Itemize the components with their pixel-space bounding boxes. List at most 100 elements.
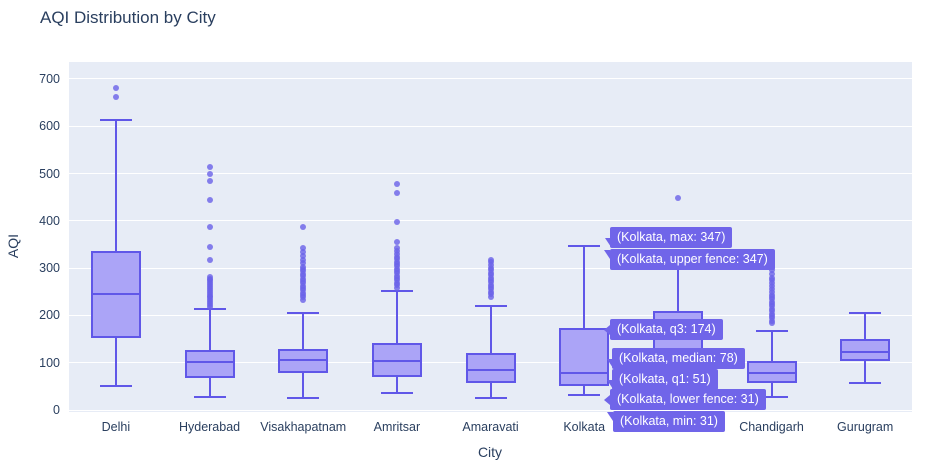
outlier-point[interactable]	[768, 285, 775, 292]
outlier-point[interactable]	[206, 178, 213, 185]
outlier-point[interactable]	[300, 292, 307, 299]
outlier-point[interactable]	[206, 300, 213, 307]
outlier-point[interactable]	[300, 277, 307, 284]
outlier-point[interactable]	[206, 279, 213, 286]
box-group-hyderabad[interactable]	[69, 62, 912, 412]
outlier-point[interactable]	[393, 260, 400, 267]
outlier-point[interactable]	[206, 281, 213, 288]
outlier-point[interactable]	[300, 249, 307, 256]
outlier-point[interactable]	[393, 284, 400, 291]
outlier-point[interactable]	[300, 289, 307, 296]
outlier-point[interactable]	[768, 288, 775, 295]
outlier-point[interactable]	[393, 256, 400, 263]
outlier-point[interactable]	[300, 294, 307, 301]
outlier-point[interactable]	[206, 303, 213, 310]
outlier-point[interactable]	[768, 280, 775, 287]
outlier-point[interactable]	[487, 293, 494, 300]
outlier-point[interactable]	[206, 298, 213, 305]
outlier-point[interactable]	[112, 93, 119, 100]
outlier-point[interactable]	[206, 275, 213, 282]
outlier-point[interactable]	[206, 290, 213, 297]
outlier-point[interactable]	[393, 253, 400, 260]
outlier-point[interactable]	[206, 284, 213, 291]
outlier-point[interactable]	[487, 279, 494, 286]
outlier-point[interactable]	[300, 256, 307, 263]
outlier-point[interactable]	[300, 270, 307, 277]
outlier-point[interactable]	[768, 305, 775, 312]
outlier-point[interactable]	[487, 284, 494, 291]
outlier-point[interactable]	[393, 245, 400, 252]
outlier-point[interactable]	[112, 84, 119, 91]
outlier-point[interactable]	[487, 276, 494, 283]
outlier-point[interactable]	[206, 164, 213, 171]
outlier-point[interactable]	[393, 270, 400, 277]
outlier-point[interactable]	[768, 271, 775, 278]
box-group-amritsar[interactable]	[69, 62, 912, 412]
outlier-point[interactable]	[206, 196, 213, 203]
outlier-point[interactable]	[206, 292, 213, 299]
outlier-point[interactable]	[768, 274, 775, 281]
outlier-point[interactable]	[393, 272, 400, 279]
outlier-point[interactable]	[487, 281, 494, 288]
outlier-point[interactable]	[487, 274, 494, 281]
outlier-point[interactable]	[206, 273, 213, 280]
box-group-chandigarh[interactable]	[69, 62, 912, 412]
outlier-point[interactable]	[300, 296, 307, 303]
outlier-point[interactable]	[487, 288, 494, 295]
outlier-point[interactable]	[206, 294, 213, 301]
outlier-point[interactable]	[768, 298, 775, 305]
outlier-point[interactable]	[393, 277, 400, 284]
outlier-point[interactable]	[393, 248, 400, 255]
outlier-point[interactable]	[393, 258, 400, 265]
outlier-point[interactable]	[768, 296, 775, 303]
outlier-point[interactable]	[768, 301, 775, 308]
outlier-point[interactable]	[393, 238, 400, 245]
outlier-point[interactable]	[768, 319, 775, 326]
outlier-point[interactable]	[487, 286, 494, 293]
outlier-point[interactable]	[206, 223, 213, 230]
outlier-point[interactable]	[487, 272, 494, 279]
outlier-point[interactable]	[768, 308, 775, 315]
outlier-point[interactable]	[393, 279, 400, 286]
box-group-hidden[interactable]	[69, 62, 912, 412]
outlier-point[interactable]	[674, 194, 681, 201]
outlier-point[interactable]	[393, 282, 400, 289]
outlier-point[interactable]	[300, 273, 307, 280]
outlier-point[interactable]	[206, 288, 213, 295]
outlier-point[interactable]	[300, 245, 307, 252]
outlier-point[interactable]	[206, 302, 213, 309]
outlier-point[interactable]	[393, 275, 400, 282]
outlier-point[interactable]	[768, 277, 775, 284]
box-group-delhi[interactable]	[69, 62, 912, 412]
outlier-point[interactable]	[206, 244, 213, 251]
outlier-point[interactable]	[393, 190, 400, 197]
box-group-kolkata[interactable]	[69, 62, 912, 412]
outlier-point[interactable]	[300, 260, 307, 267]
outlier-point[interactable]	[768, 291, 775, 298]
outlier-point[interactable]	[300, 268, 307, 275]
outlier-point[interactable]	[300, 284, 307, 291]
plot-area[interactable]	[69, 62, 912, 412]
outlier-point[interactable]	[768, 303, 775, 310]
outlier-point[interactable]	[487, 269, 494, 276]
outlier-point[interactable]	[300, 287, 307, 294]
outlier-point[interactable]	[300, 252, 307, 259]
outlier-point[interactable]	[393, 181, 400, 188]
outlier-point[interactable]	[487, 256, 494, 263]
outlier-point[interactable]	[768, 317, 775, 324]
outlier-point[interactable]	[206, 277, 213, 284]
box-group-amaravati[interactable]	[69, 62, 912, 412]
outlier-point[interactable]	[393, 250, 400, 257]
outlier-point[interactable]	[487, 291, 494, 298]
outlier-point[interactable]	[206, 256, 213, 263]
box-group-gurugram[interactable]	[69, 62, 912, 412]
outlier-point[interactable]	[768, 315, 775, 322]
outlier-point[interactable]	[300, 282, 307, 289]
outlier-point[interactable]	[487, 259, 494, 266]
outlier-point[interactable]	[300, 275, 307, 282]
outlier-point[interactable]	[768, 293, 775, 300]
outlier-point[interactable]	[206, 286, 213, 293]
outlier-point[interactable]	[300, 224, 307, 231]
outlier-point[interactable]	[206, 283, 213, 290]
outlier-point[interactable]	[206, 296, 213, 303]
